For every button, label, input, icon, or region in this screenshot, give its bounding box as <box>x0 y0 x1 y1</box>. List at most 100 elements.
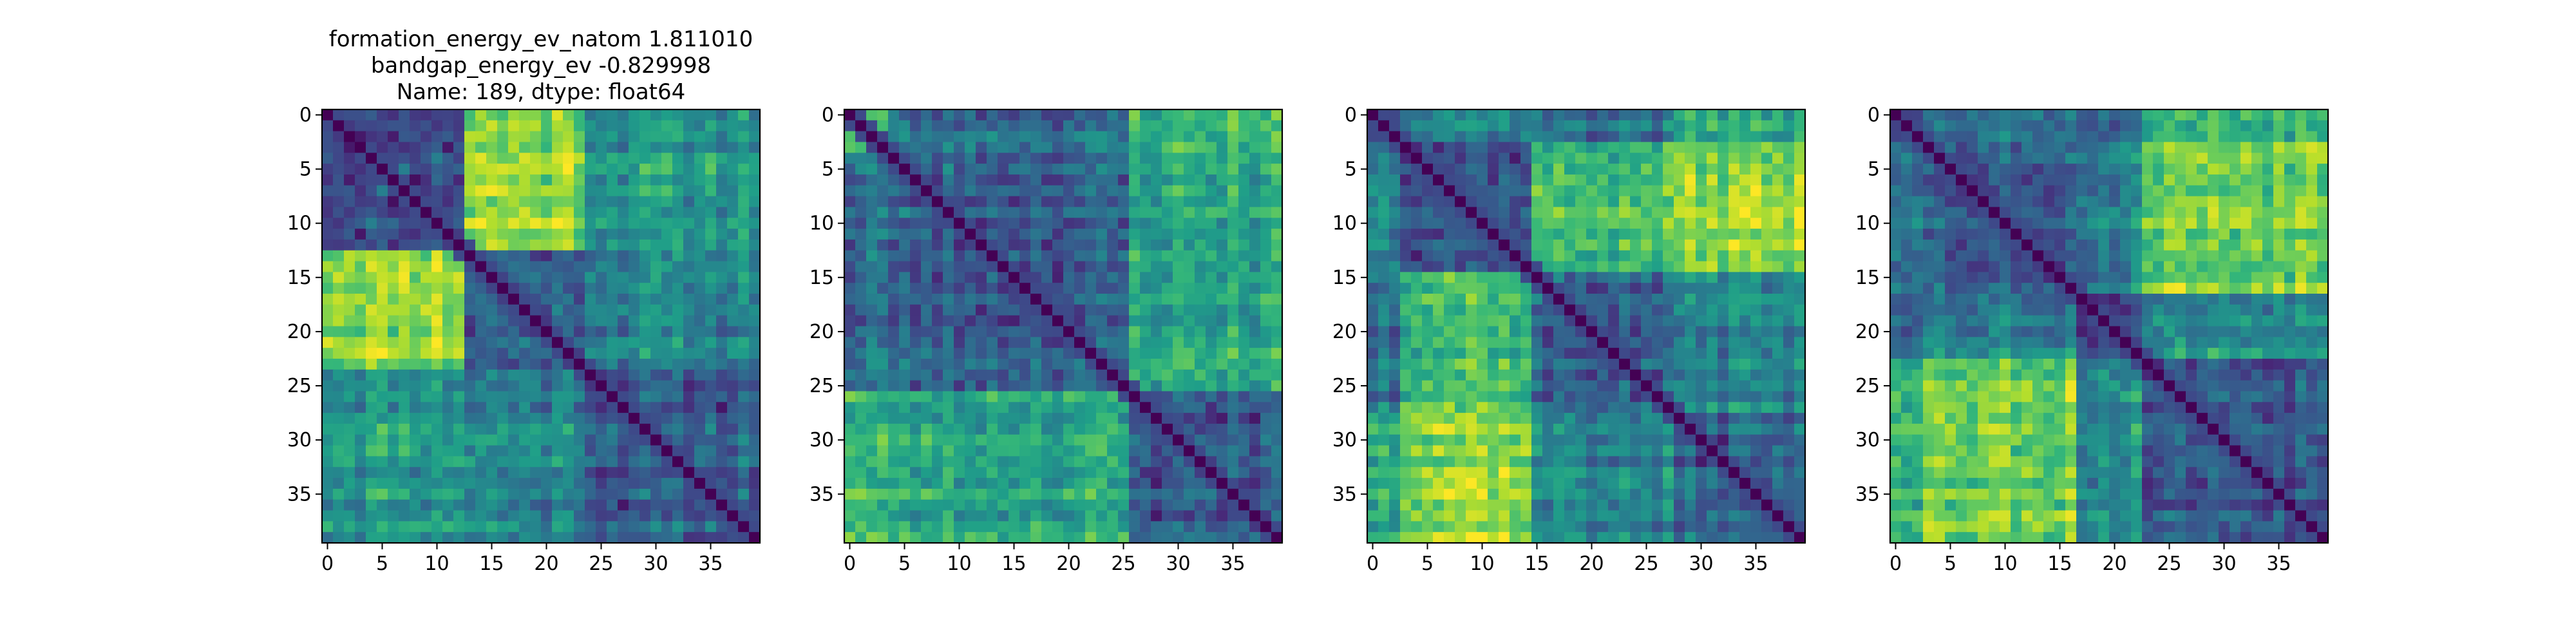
heatmap-cell <box>1030 164 1042 175</box>
heatmap-cell <box>639 294 651 305</box>
heatmap-cell <box>683 164 695 175</box>
heatmap-cell <box>921 272 933 283</box>
heatmap-cell <box>1367 218 1379 229</box>
heatmap-cell <box>1195 250 1206 262</box>
heatmap-cell <box>899 131 911 143</box>
heatmap-cell <box>1444 488 1455 500</box>
heatmap-cell <box>1085 294 1097 305</box>
heatmap-cell <box>1750 499 1762 511</box>
heatmap-cell <box>388 120 399 132</box>
heatmap-cell <box>1389 304 1401 316</box>
heatmap-cell <box>377 142 388 153</box>
heatmap-cell <box>1619 467 1631 478</box>
heatmap-cell <box>683 488 695 500</box>
heatmap-cell <box>1129 488 1141 500</box>
heatmap-cell <box>1444 326 1455 337</box>
heatmap-cell <box>1238 337 1250 348</box>
heatmap-cell <box>1761 229 1773 240</box>
heatmap-cell <box>1063 478 1075 489</box>
heatmap-cell <box>1466 337 1477 348</box>
heatmap-cell <box>910 207 922 218</box>
heatmap-cell <box>431 423 443 435</box>
heatmap-cell <box>388 488 399 500</box>
heatmap-cell <box>585 445 596 457</box>
heatmap-cell <box>921 229 933 240</box>
heatmap-cell <box>921 423 933 435</box>
heatmap-cell <box>410 358 421 370</box>
heatmap-cell <box>1597 391 1609 402</box>
heatmap-cell <box>497 239 509 251</box>
heatmap-cell <box>1477 337 1488 348</box>
heatmap-cell <box>399 488 410 500</box>
heatmap-cell <box>694 261 706 272</box>
heatmap-cell <box>943 521 954 533</box>
heatmap-cell <box>366 510 377 522</box>
heatmap-cell <box>596 109 607 121</box>
heatmap-cell <box>1009 304 1020 316</box>
heatmap-cell <box>585 326 596 337</box>
heatmap-cell <box>1411 109 1423 121</box>
heatmap-cell <box>453 413 465 424</box>
heatmap-cell <box>1063 218 1075 229</box>
heatmap-cell <box>442 445 454 457</box>
heatmap-cell <box>1794 532 1806 544</box>
heatmap-cell <box>1173 272 1184 283</box>
heatmap-cell <box>1586 478 1598 489</box>
heatmap-cell <box>683 445 695 457</box>
heatmap-cell <box>1173 315 1184 327</box>
heatmap-cell <box>1217 380 1228 392</box>
heatmap-cell <box>1118 109 1130 121</box>
heatmap-cell <box>1173 131 1184 143</box>
heatmap-cell <box>333 445 345 457</box>
heatmap-cell <box>1696 337 1707 348</box>
heatmap-cell <box>1772 521 1784 533</box>
heatmap-cell <box>421 229 432 240</box>
heatmap-cell <box>1206 445 1217 457</box>
heatmap-cell <box>987 315 998 327</box>
heatmap-cell <box>366 174 377 186</box>
heatmap-cell <box>1422 456 1434 468</box>
heatmap-cell <box>683 250 695 262</box>
heatmap-cell <box>399 250 410 262</box>
heatmap-cell <box>1510 315 1521 327</box>
heatmap-cell <box>355 174 366 186</box>
heatmap-cell <box>1531 369 1543 381</box>
heatmap-cell <box>464 326 476 337</box>
heatmap-cell <box>366 261 377 272</box>
heatmap-cell <box>1217 337 1228 348</box>
heatmap-cell <box>1052 402 1064 413</box>
heatmap-cell <box>497 131 509 143</box>
heatmap-cell <box>1052 174 1064 186</box>
heatmap-cell <box>388 467 399 478</box>
heatmap-cell <box>888 294 900 305</box>
heatmap-cell <box>705 164 717 175</box>
heatmap-cell <box>1184 142 1195 153</box>
heatmap-cell <box>1575 423 1587 435</box>
heatmap-cell <box>1630 153 1642 164</box>
heatmap-cell <box>1444 142 1455 153</box>
heatmap-cell <box>910 153 922 164</box>
heatmap-cell <box>943 510 954 522</box>
heatmap-cell <box>1772 120 1784 132</box>
heatmap-cell <box>1718 153 1729 164</box>
heatmap-cell <box>1118 521 1130 533</box>
heatmap-cell <box>1674 467 1685 478</box>
heatmap-cell <box>1184 467 1195 478</box>
heatmap-cell <box>877 250 889 262</box>
heatmap-cell <box>738 207 750 218</box>
heatmap-cell <box>1652 229 1663 240</box>
heatmap-cell <box>1151 142 1162 153</box>
heatmap-cell <box>475 109 487 121</box>
heatmap-cell <box>486 315 498 327</box>
heatmap-cell <box>716 304 728 316</box>
heatmap-cell <box>921 142 933 153</box>
heatmap-cell <box>1510 250 1521 262</box>
heatmap-cell <box>574 423 585 435</box>
heatmap-cell <box>965 445 976 457</box>
heatmap-cell <box>1466 499 1477 511</box>
heatmap-cell <box>1367 196 1379 208</box>
heatmap-cell <box>596 272 607 283</box>
heatmap-cell <box>866 326 878 337</box>
heatmap-cell <box>1096 142 1108 153</box>
heatmap-cell <box>1586 499 1598 511</box>
